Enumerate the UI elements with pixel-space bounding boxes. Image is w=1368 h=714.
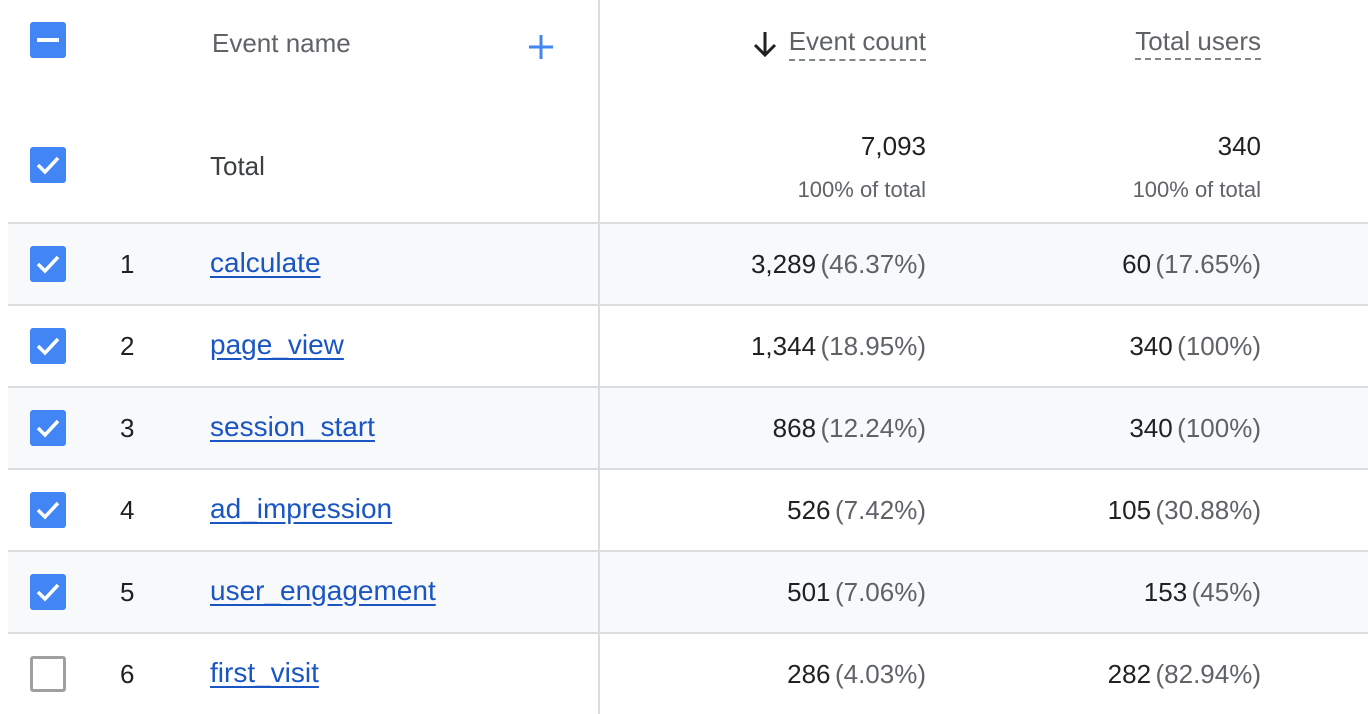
row-checkbox[interactable] [30,574,66,610]
total-users-percent: (30.88%) [1155,495,1262,525]
event-count-cell: 286 (4.03%) [787,659,926,690]
event-count-cell: 1,344 (18.95%) [751,331,926,362]
event-count-percent: (7.06%) [834,577,926,607]
total-users-subtitle: 100% of total [1132,177,1261,202]
total-users-cell: 153 (45%) [1144,577,1261,608]
row-rank: 5 [120,577,135,607]
total-users-value: 340 [1217,131,1261,161]
total-users-value: 340 [1129,331,1173,361]
minus-checkbox-icon [37,38,59,42]
row-divider [8,386,1368,388]
select-all-checkbox[interactable] [30,22,66,58]
total-users-value: 105 [1107,495,1152,525]
event-count-value: 1,344 [750,331,817,361]
event-count-header[interactable]: Event count [751,26,926,61]
event-count-value: 3,289 [750,249,817,279]
checkmark-icon [36,156,60,175]
event-count-cell: 501 (7.06%) [787,577,926,608]
row-rank: 2 [120,331,135,361]
event-name-link[interactable]: ad_impression [210,493,393,524]
row-background-1 [8,224,1368,304]
row-divider [8,632,1368,634]
event-count-percent: (18.95%) [820,331,927,361]
checkmark-icon [36,255,60,274]
arrow-down-icon [753,31,776,57]
row-divider [8,304,1368,306]
row-divider [8,222,1368,224]
total-users-percent: (100%) [1177,331,1261,361]
event-count-value: 286 [787,659,831,689]
total-users-cell: 340 (100%) [1129,413,1261,444]
event-count-value: 501 [787,577,831,607]
total-users-cell: 105 (30.88%) [1108,495,1261,526]
checkmark-icon [36,419,60,438]
row-divider [8,468,1368,470]
event-count-percent: (7.42%) [834,495,926,525]
event-count-percent: (4.03%) [834,659,926,689]
total-users-value: 60 [1122,249,1152,279]
total-users-cell: 60 (17.65%) [1122,249,1261,280]
row-divider [8,550,1368,552]
total-users-value: 340 [1129,413,1173,443]
event-count-percent: (46.37%) [820,249,927,279]
row-background-5 [8,552,1368,632]
event-count-value: 868 [772,413,817,443]
add-dimension-button[interactable] [526,32,556,62]
total-event-count-subtitle: 100% of total [797,177,926,202]
checkmark-icon [36,337,60,356]
event-count-percent: (12.24%) [820,413,927,443]
total-users-percent: (45%) [1191,577,1261,607]
total-event-count: 7,093 [860,131,926,161]
checkmark-icon [36,583,60,602]
event-name-link[interactable]: user_engagement [210,575,436,606]
row-rank: 3 [120,413,135,443]
event-name-link[interactable]: first_visit [210,657,319,688]
row-checkbox[interactable] [30,246,66,282]
total-users-percent: (17.65%) [1155,249,1262,279]
total-users-cell: 340 (100%) [1129,331,1261,362]
total-users-percent: (100%) [1177,413,1261,443]
row-rank: 1 [120,249,135,279]
event-count-cell: 3,289 (46.37%) [751,249,926,280]
event-count-header-label: Event count [788,26,926,61]
row-background-3 [8,388,1368,468]
total-users-header-label: Total users [1135,26,1261,60]
row-rank: 4 [120,495,135,525]
event-name-link[interactable]: calculate [210,247,321,278]
event-name-link[interactable]: page_view [210,329,344,360]
total-checkbox[interactable] [30,147,66,183]
event-name-link[interactable]: session_start [210,411,375,442]
checkmark-icon [36,501,60,520]
total-label: Total [210,151,265,181]
event-name-header[interactable]: Event name [212,28,351,58]
total-users-value: 153 [1143,577,1188,607]
total-users-header[interactable]: Total users [1135,26,1261,60]
event-count-cell: 526 (7.42%) [787,495,926,526]
column-divider [598,0,600,714]
event-count-value: 526 [787,495,831,525]
row-checkbox[interactable] [30,492,66,528]
row-rank: 6 [120,659,135,689]
total-users-value: 282 [1107,659,1152,689]
total-users-percent: (82.94%) [1155,659,1262,689]
plus-icon [529,35,553,59]
total-users-cell: 282 (82.94%) [1108,659,1261,690]
event-count-cell: 868 (12.24%) [773,413,926,444]
row-checkbox[interactable] [30,410,66,446]
row-checkbox[interactable] [30,656,66,692]
row-checkbox[interactable] [30,328,66,364]
